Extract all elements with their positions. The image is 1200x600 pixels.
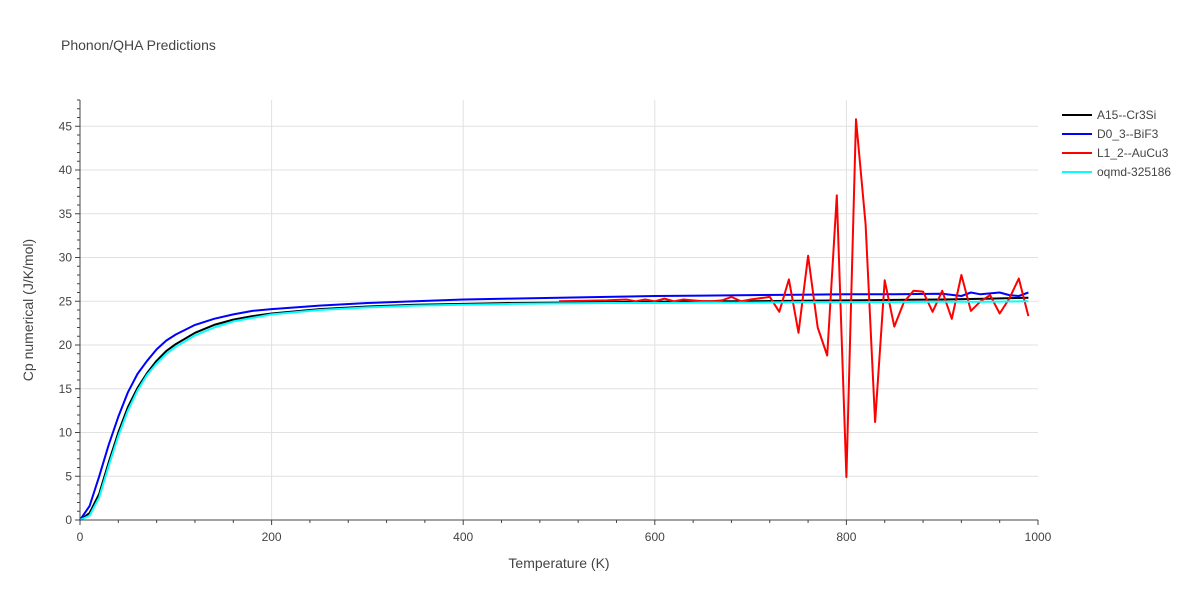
axes: 0 5 10 15 20 25 30 35 40 45 0 200 400 600 800 1000	[59, 99, 1052, 544]
y-tick-label: 35	[59, 207, 73, 221]
y-tick-label: 15	[59, 382, 73, 396]
x-tick-label: 600	[645, 530, 665, 544]
y-axis-title: Cp numerical (J/K/mol)	[20, 239, 36, 381]
x-tick-label: 400	[453, 530, 473, 544]
x-tick-label: 800	[836, 530, 856, 544]
series-line	[79, 300, 1029, 521]
grid	[80, 100, 1038, 520]
y-tick-label: 0	[65, 513, 72, 527]
series-line	[558, 118, 1030, 479]
x-tick-label: 0	[77, 530, 84, 544]
legend: A15--Cr3Si D0_3--BiF3 L1_2--AuCu3 oqmd-3251…	[1062, 108, 1171, 179]
y-tick-label: 40	[59, 163, 73, 177]
legend-label: D0_3--BiF3	[1097, 127, 1159, 141]
y-tick-label: 10	[59, 426, 73, 440]
series-line	[79, 291, 1029, 521]
x-tick-label: 1000	[1025, 530, 1052, 544]
x-axis-title: Temperature (K)	[508, 555, 609, 571]
series-line	[79, 296, 1029, 521]
y-tick-label: 5	[65, 469, 72, 483]
y-tick-label: 25	[59, 294, 73, 308]
legend-label: oqmd-325186	[1097, 165, 1171, 179]
y-tick-label: 20	[59, 338, 73, 352]
y-tick-label: 30	[59, 251, 73, 265]
x-tick-label: 200	[262, 530, 282, 544]
legend-label: L1_2--AuCu3	[1097, 146, 1169, 160]
legend-label: A15--Cr3Si	[1097, 108, 1156, 122]
chart-title: Phonon/QHA Predictions	[61, 37, 216, 53]
y-tick-label: 45	[59, 119, 73, 133]
plot-area	[79, 118, 1030, 521]
